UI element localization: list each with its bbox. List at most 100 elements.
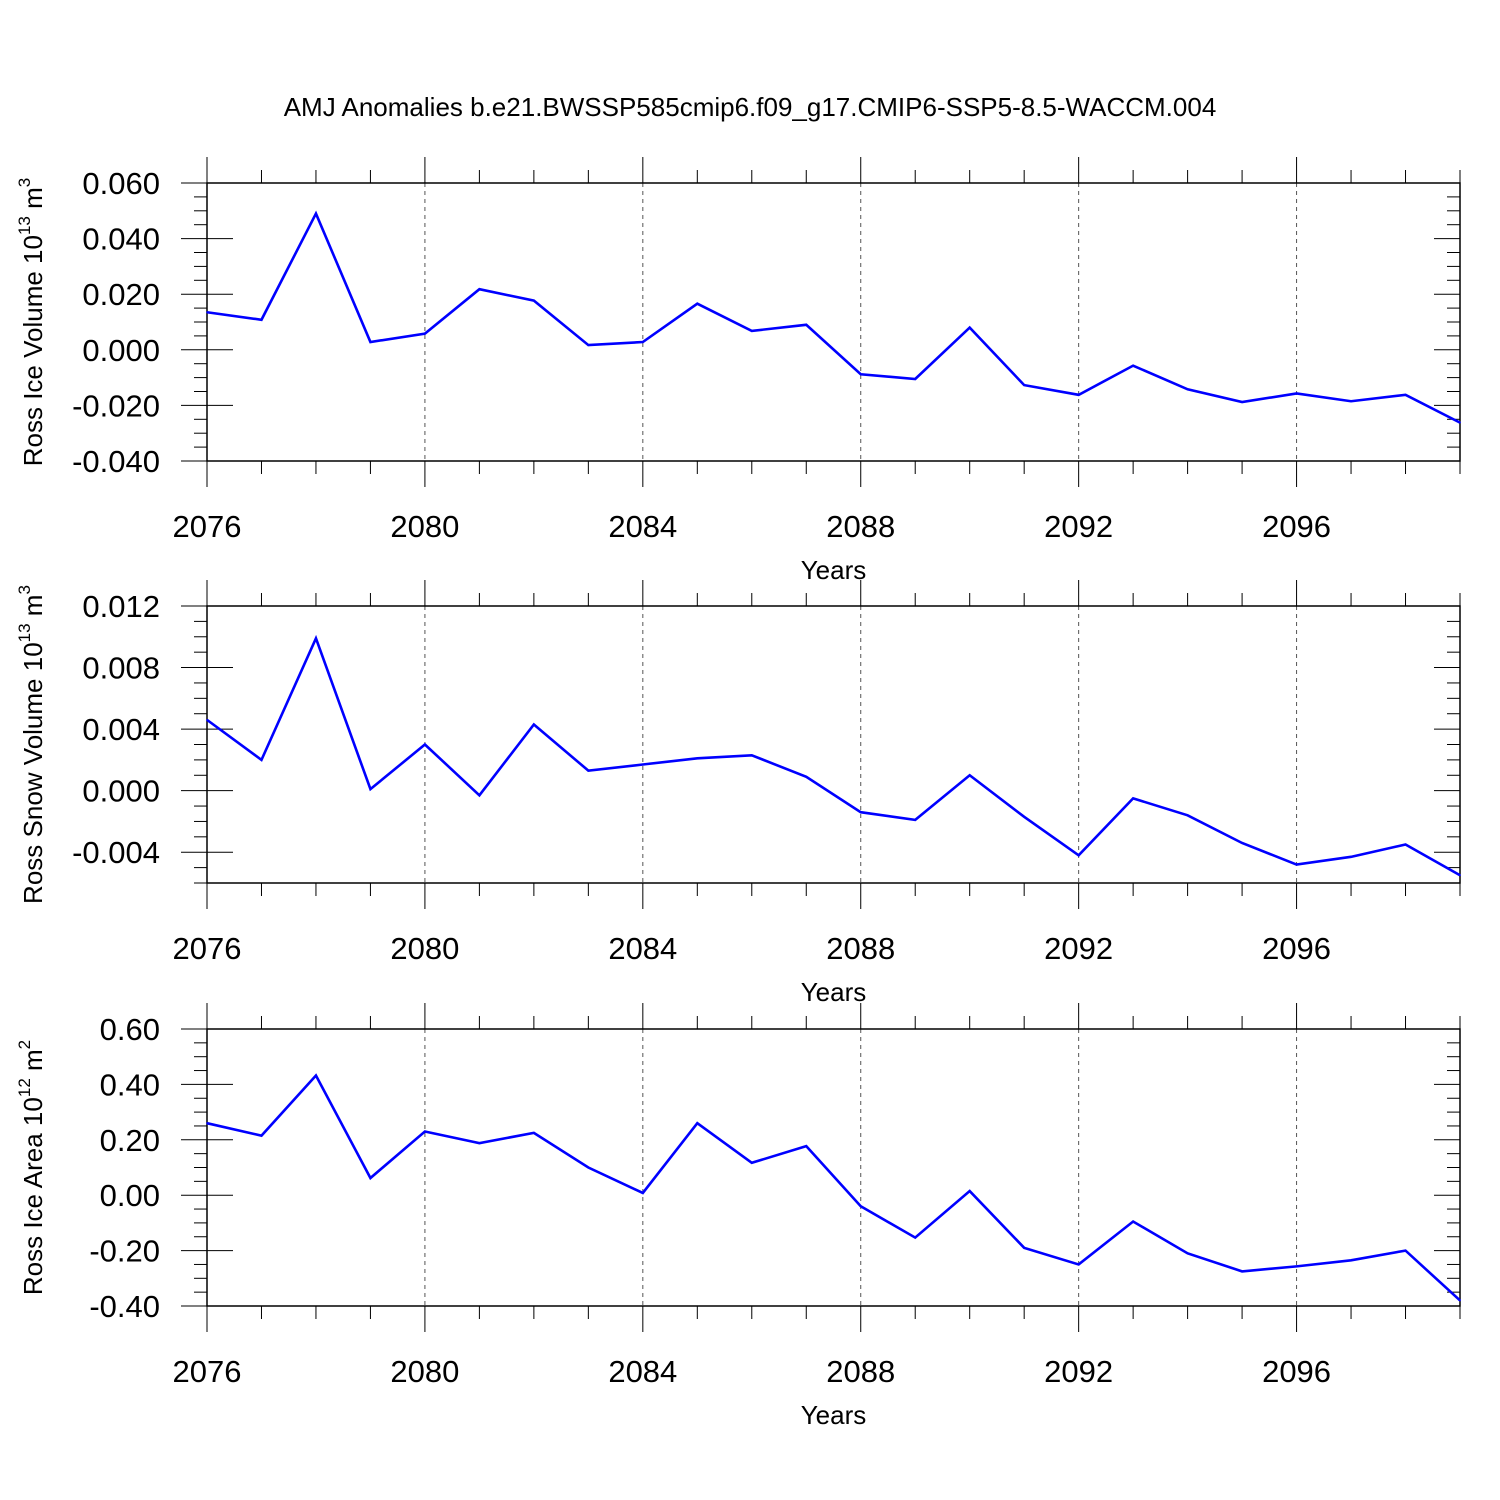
y-axis-label-unit-exponent: 3 [15, 585, 34, 594]
data-point [914, 378, 917, 380]
y-axis-label: Ross Snow Volume 1013 m3 [15, 585, 48, 904]
y-tick-label: -0.040 [72, 444, 160, 479]
plot-frame [206, 182, 1461, 462]
data-point [642, 341, 644, 343]
x-tick-label: 2096 [1262, 509, 1331, 544]
data-point [914, 1236, 917, 1239]
x-tick-label: 2080 [390, 931, 459, 966]
x-tick-label: 2088 [826, 1354, 895, 1389]
x-tick-label: 2096 [1262, 931, 1331, 966]
data-point [424, 743, 426, 746]
data-point [1350, 400, 1352, 403]
data-point [696, 757, 699, 760]
data-point [1023, 1247, 1025, 1249]
y-tick-label: 0.004 [82, 712, 160, 747]
data-point [587, 1166, 590, 1169]
data-point [1241, 1270, 1243, 1273]
x-tick-label: 2076 [173, 931, 242, 966]
data-point [696, 302, 699, 305]
data-point [968, 326, 971, 329]
data-point [805, 776, 808, 778]
data-point [1241, 842, 1243, 844]
data-point [750, 754, 753, 757]
data-point [1241, 401, 1243, 403]
data-point [1077, 1263, 1080, 1266]
x-tick-label: 2092 [1044, 931, 1113, 966]
y-axis-label-unit: m [18, 595, 48, 624]
data-point [1186, 388, 1189, 391]
x-tick-label: 2088 [826, 931, 895, 966]
x-tick-label: 2076 [173, 509, 242, 544]
data-point [1132, 364, 1134, 367]
data-point [1132, 1220, 1134, 1223]
data-point [696, 1122, 699, 1124]
data-point [859, 1205, 862, 1208]
y-tick-label: 0.008 [82, 651, 160, 686]
data-point [968, 774, 971, 777]
data-point [1350, 1259, 1352, 1262]
data-point [206, 719, 208, 721]
series-line-1 [206, 210, 1461, 424]
data-point [587, 769, 590, 772]
x-tick-label: 2096 [1262, 1354, 1331, 1389]
data-point [315, 637, 317, 640]
y-axis-label-text: Ross Snow Volume 10 [18, 642, 48, 904]
x-tick-label: 2084 [608, 931, 677, 966]
y-tick-label: 0.000 [82, 333, 160, 368]
data-point [642, 763, 644, 766]
data-point [1459, 874, 1461, 877]
data-point [424, 1130, 426, 1133]
data-point [315, 212, 317, 215]
y-axis-label: Ross Ice Area 1012 m2 [15, 1040, 48, 1295]
data-point [369, 1177, 372, 1179]
x-axis-label: Years [801, 977, 867, 1007]
series-line-1 [206, 634, 1461, 877]
x-tick-label: 2088 [826, 509, 895, 544]
data-point [1295, 1265, 1298, 1268]
chart-panel-1: -0.040 -0.020 0.000 0.020 0.040 0.060 2076 2080… [15, 157, 1461, 585]
data-point [533, 1132, 535, 1134]
x-tick-label: 2080 [390, 1354, 459, 1389]
y-tick-label: 0.60 [100, 1012, 160, 1047]
x-tick-label: 2084 [608, 1354, 677, 1389]
data-point [1459, 1299, 1461, 1302]
data-point [859, 811, 862, 814]
plot-frame [206, 605, 1461, 884]
y-tick-label: -0.20 [89, 1234, 160, 1269]
x-tick-label: 2076 [173, 1354, 242, 1389]
data-point [1295, 863, 1298, 866]
figure-title: AMJ Anomalies b.e21.BWSSP585cmip6.f09_g1… [283, 92, 1217, 122]
y-axis-label-exponent: 13 [15, 623, 34, 642]
x-axis-label: Years [801, 1400, 867, 1430]
data-point [1186, 1252, 1189, 1255]
data-point [260, 1134, 263, 1137]
data-point [533, 723, 535, 726]
x-tick-label: 2092 [1044, 1354, 1113, 1389]
y-axis-label-unit: m [18, 1049, 48, 1078]
data-point [1023, 384, 1025, 386]
data-point [369, 788, 372, 790]
data-point [1404, 1249, 1407, 1252]
y-axis-label-text: Ross Ice Area 10 [18, 1097, 48, 1295]
data-point [750, 330, 753, 332]
x-tick-label: 2084 [608, 509, 677, 544]
y-tick-label: 0.060 [82, 166, 160, 201]
y-tick-label: 0.012 [82, 589, 160, 624]
data-point [805, 1145, 808, 1147]
data-point [260, 318, 263, 321]
y-axis-label-exponent: 12 [15, 1078, 34, 1097]
chart-panel-2: -0.004 0.000 0.004 0.008 0.012 2076 2080 2084 20… [15, 580, 1461, 1007]
data-point [805, 323, 808, 326]
y-tick-label: 0.20 [100, 1123, 160, 1158]
data-point [642, 1192, 644, 1194]
data-point [478, 288, 481, 290]
y-tick-label: 0.040 [82, 222, 160, 257]
y-tick-label: 0.020 [82, 277, 160, 312]
y-tick-label: -0.40 [89, 1289, 160, 1324]
y-axis-label-unit-exponent: 3 [15, 178, 34, 187]
data-point [1350, 856, 1352, 858]
data-point [1077, 394, 1080, 396]
series-line-1 [206, 1073, 1461, 1302]
x-axis-label: Years [801, 555, 867, 585]
data-point [1132, 797, 1134, 800]
